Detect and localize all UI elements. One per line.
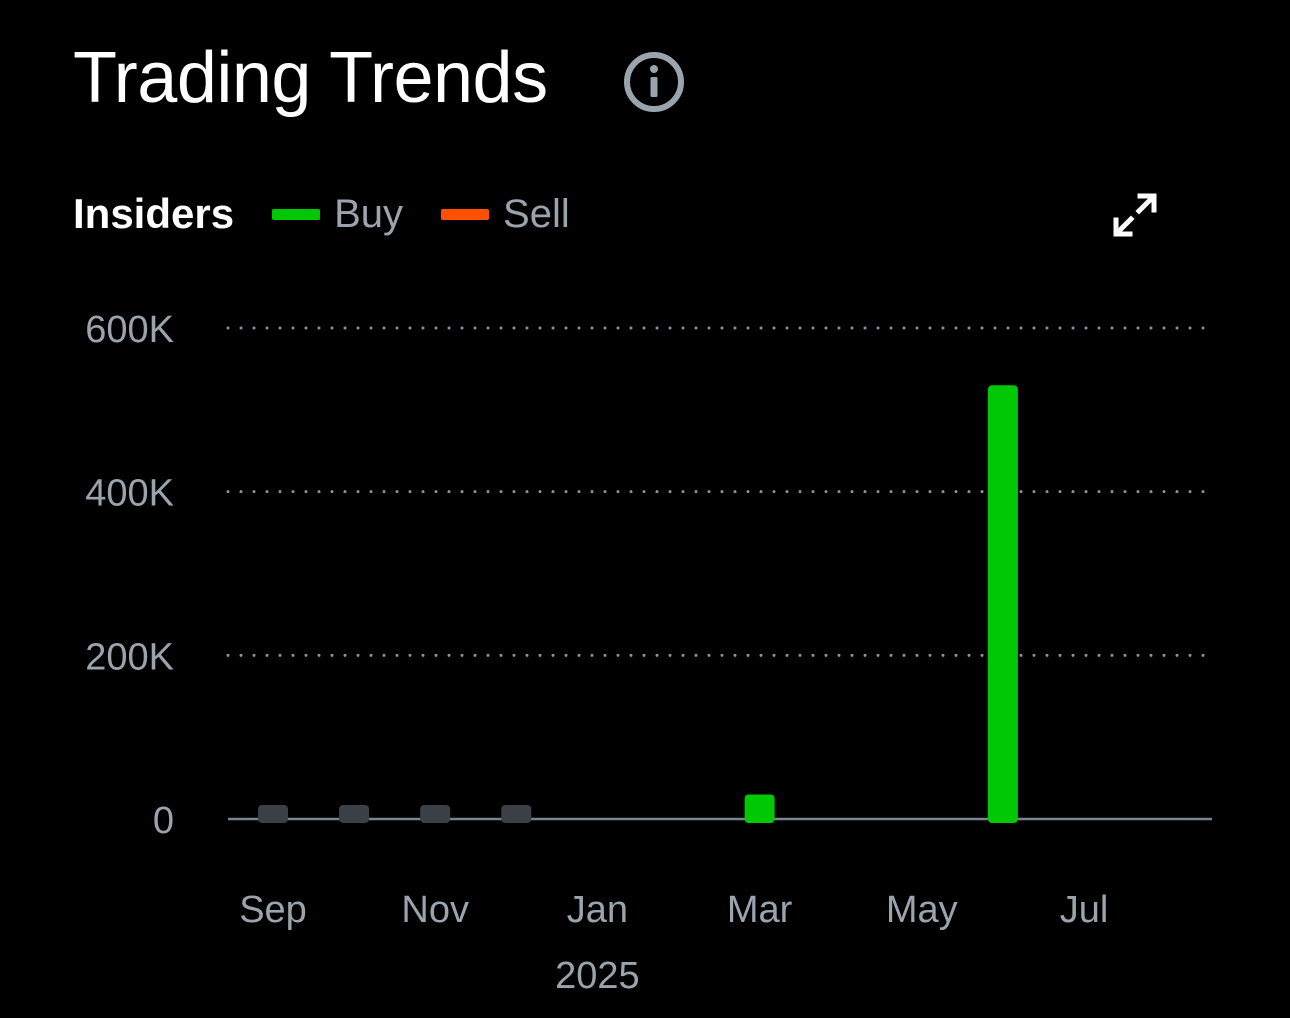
bar-buy-2025-06[interactable]: [987, 385, 1018, 823]
y-tick-label: 0: [153, 800, 174, 842]
x-tick-sublabel: 2025: [555, 955, 640, 997]
legend-swatch-buy: [272, 208, 321, 220]
y-tick-label: 600K: [85, 309, 174, 351]
x-tick-label: Sep: [239, 889, 307, 931]
legend-item-buy[interactable]: Buy: [272, 192, 403, 237]
x-tick-label: Jul: [1060, 889, 1109, 931]
expand-icon[interactable]: [1108, 188, 1162, 242]
bar-none-2024-11[interactable]: [420, 805, 451, 823]
legend-label-buy: Buy: [334, 191, 404, 236]
bar-buy-2025-03[interactable]: [744, 794, 775, 823]
x-tick-label: Jan: [567, 889, 628, 931]
x-tick-label: Mar: [727, 889, 793, 931]
y-tick-label: 400K: [85, 473, 174, 515]
x-tick-label: May: [886, 889, 958, 931]
legend-title: Insiders: [73, 190, 235, 237]
chart-legend: Insiders Buy Sell: [73, 188, 608, 240]
page-title: Trading Trends: [73, 38, 548, 118]
legend-item-sell[interactable]: Sell: [441, 192, 570, 237]
bar-none-2024-09[interactable]: [258, 805, 288, 823]
y-tick-label: 200K: [85, 636, 174, 678]
x-tick-label: Nov: [401, 889, 469, 931]
info-icon[interactable]: [622, 50, 686, 114]
legend-label-sell: Sell: [503, 191, 570, 236]
bar-none-2024-10[interactable]: [339, 805, 370, 823]
legend-swatch-sell: [441, 208, 490, 220]
bar-none-2024-12[interactable]: [501, 805, 532, 823]
